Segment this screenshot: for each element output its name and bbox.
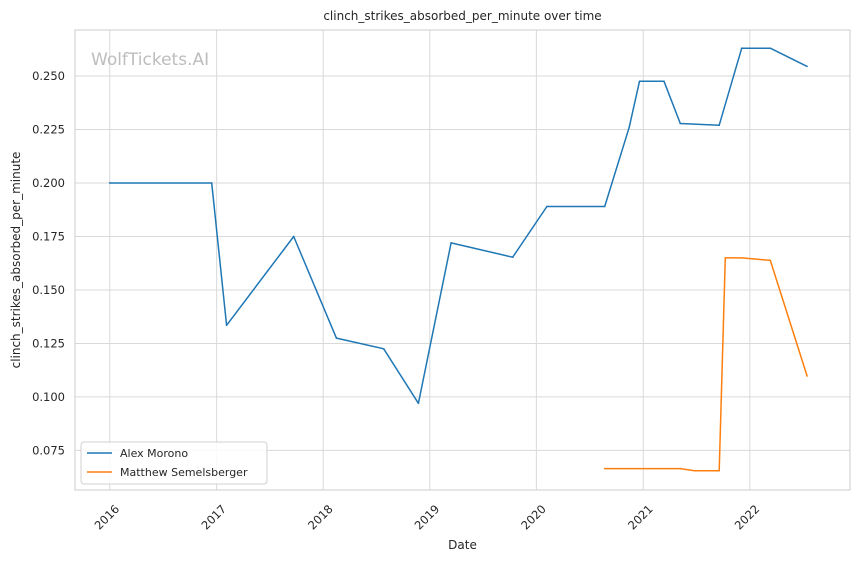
data-point (718, 124, 720, 127)
data-point (679, 467, 682, 470)
data-point (603, 467, 606, 470)
plot-frame (74, 29, 851, 491)
y-tick-label: 0.250 (32, 69, 65, 83)
series-layer (108, 47, 808, 472)
data-point (740, 47, 743, 49)
data-point (225, 324, 228, 327)
data-point (718, 469, 720, 472)
y-tick-label: 0.125 (32, 336, 65, 350)
y-tick-label: 0.100 (32, 390, 65, 404)
legend-box (80, 441, 268, 485)
x-axis-title: Date (448, 538, 477, 552)
series-line-1 (604, 257, 808, 472)
data-point (638, 80, 641, 83)
data-point (546, 205, 548, 208)
data-point (382, 347, 385, 350)
data-point (210, 182, 213, 184)
data-point (628, 126, 631, 129)
data-point (417, 402, 420, 405)
data-point (806, 375, 808, 377)
y-axis-title: clinch_strikes_absorbed_per_minute (9, 152, 23, 369)
data-point (663, 80, 665, 83)
y-tick-label: 0.175 (32, 229, 65, 243)
y-tick-label: 0.225 (32, 122, 65, 136)
y-tick-label: 0.075 (32, 443, 65, 457)
watermark: WolfTickets.AI (91, 50, 209, 70)
data-point (335, 337, 338, 339)
data-point (769, 259, 772, 262)
data-point (806, 65, 808, 68)
legend-label: Matthew Semelsberger (120, 466, 248, 479)
legend: Alex Morono Matthew Semelsberger (80, 441, 268, 485)
legend-label: Alex Morono (120, 447, 188, 460)
y-tick-label: 0.150 (32, 283, 65, 297)
data-point (450, 242, 452, 244)
data-point (603, 205, 606, 208)
data-point (724, 257, 727, 259)
data-point (108, 182, 111, 184)
data-point (740, 257, 743, 259)
y-tick-label: 0.200 (32, 176, 65, 190)
chart-title: clinch_strikes_absorbed_per_minute over … (323, 9, 601, 23)
data-point (693, 469, 696, 472)
data-point (679, 122, 682, 125)
data-point (511, 256, 514, 259)
data-point (769, 47, 772, 49)
y-tick-labels: 0.075 0.100 0.125 0.150 0.175 0.200 0.225 0.250 (32, 69, 65, 457)
data-point (292, 235, 295, 238)
